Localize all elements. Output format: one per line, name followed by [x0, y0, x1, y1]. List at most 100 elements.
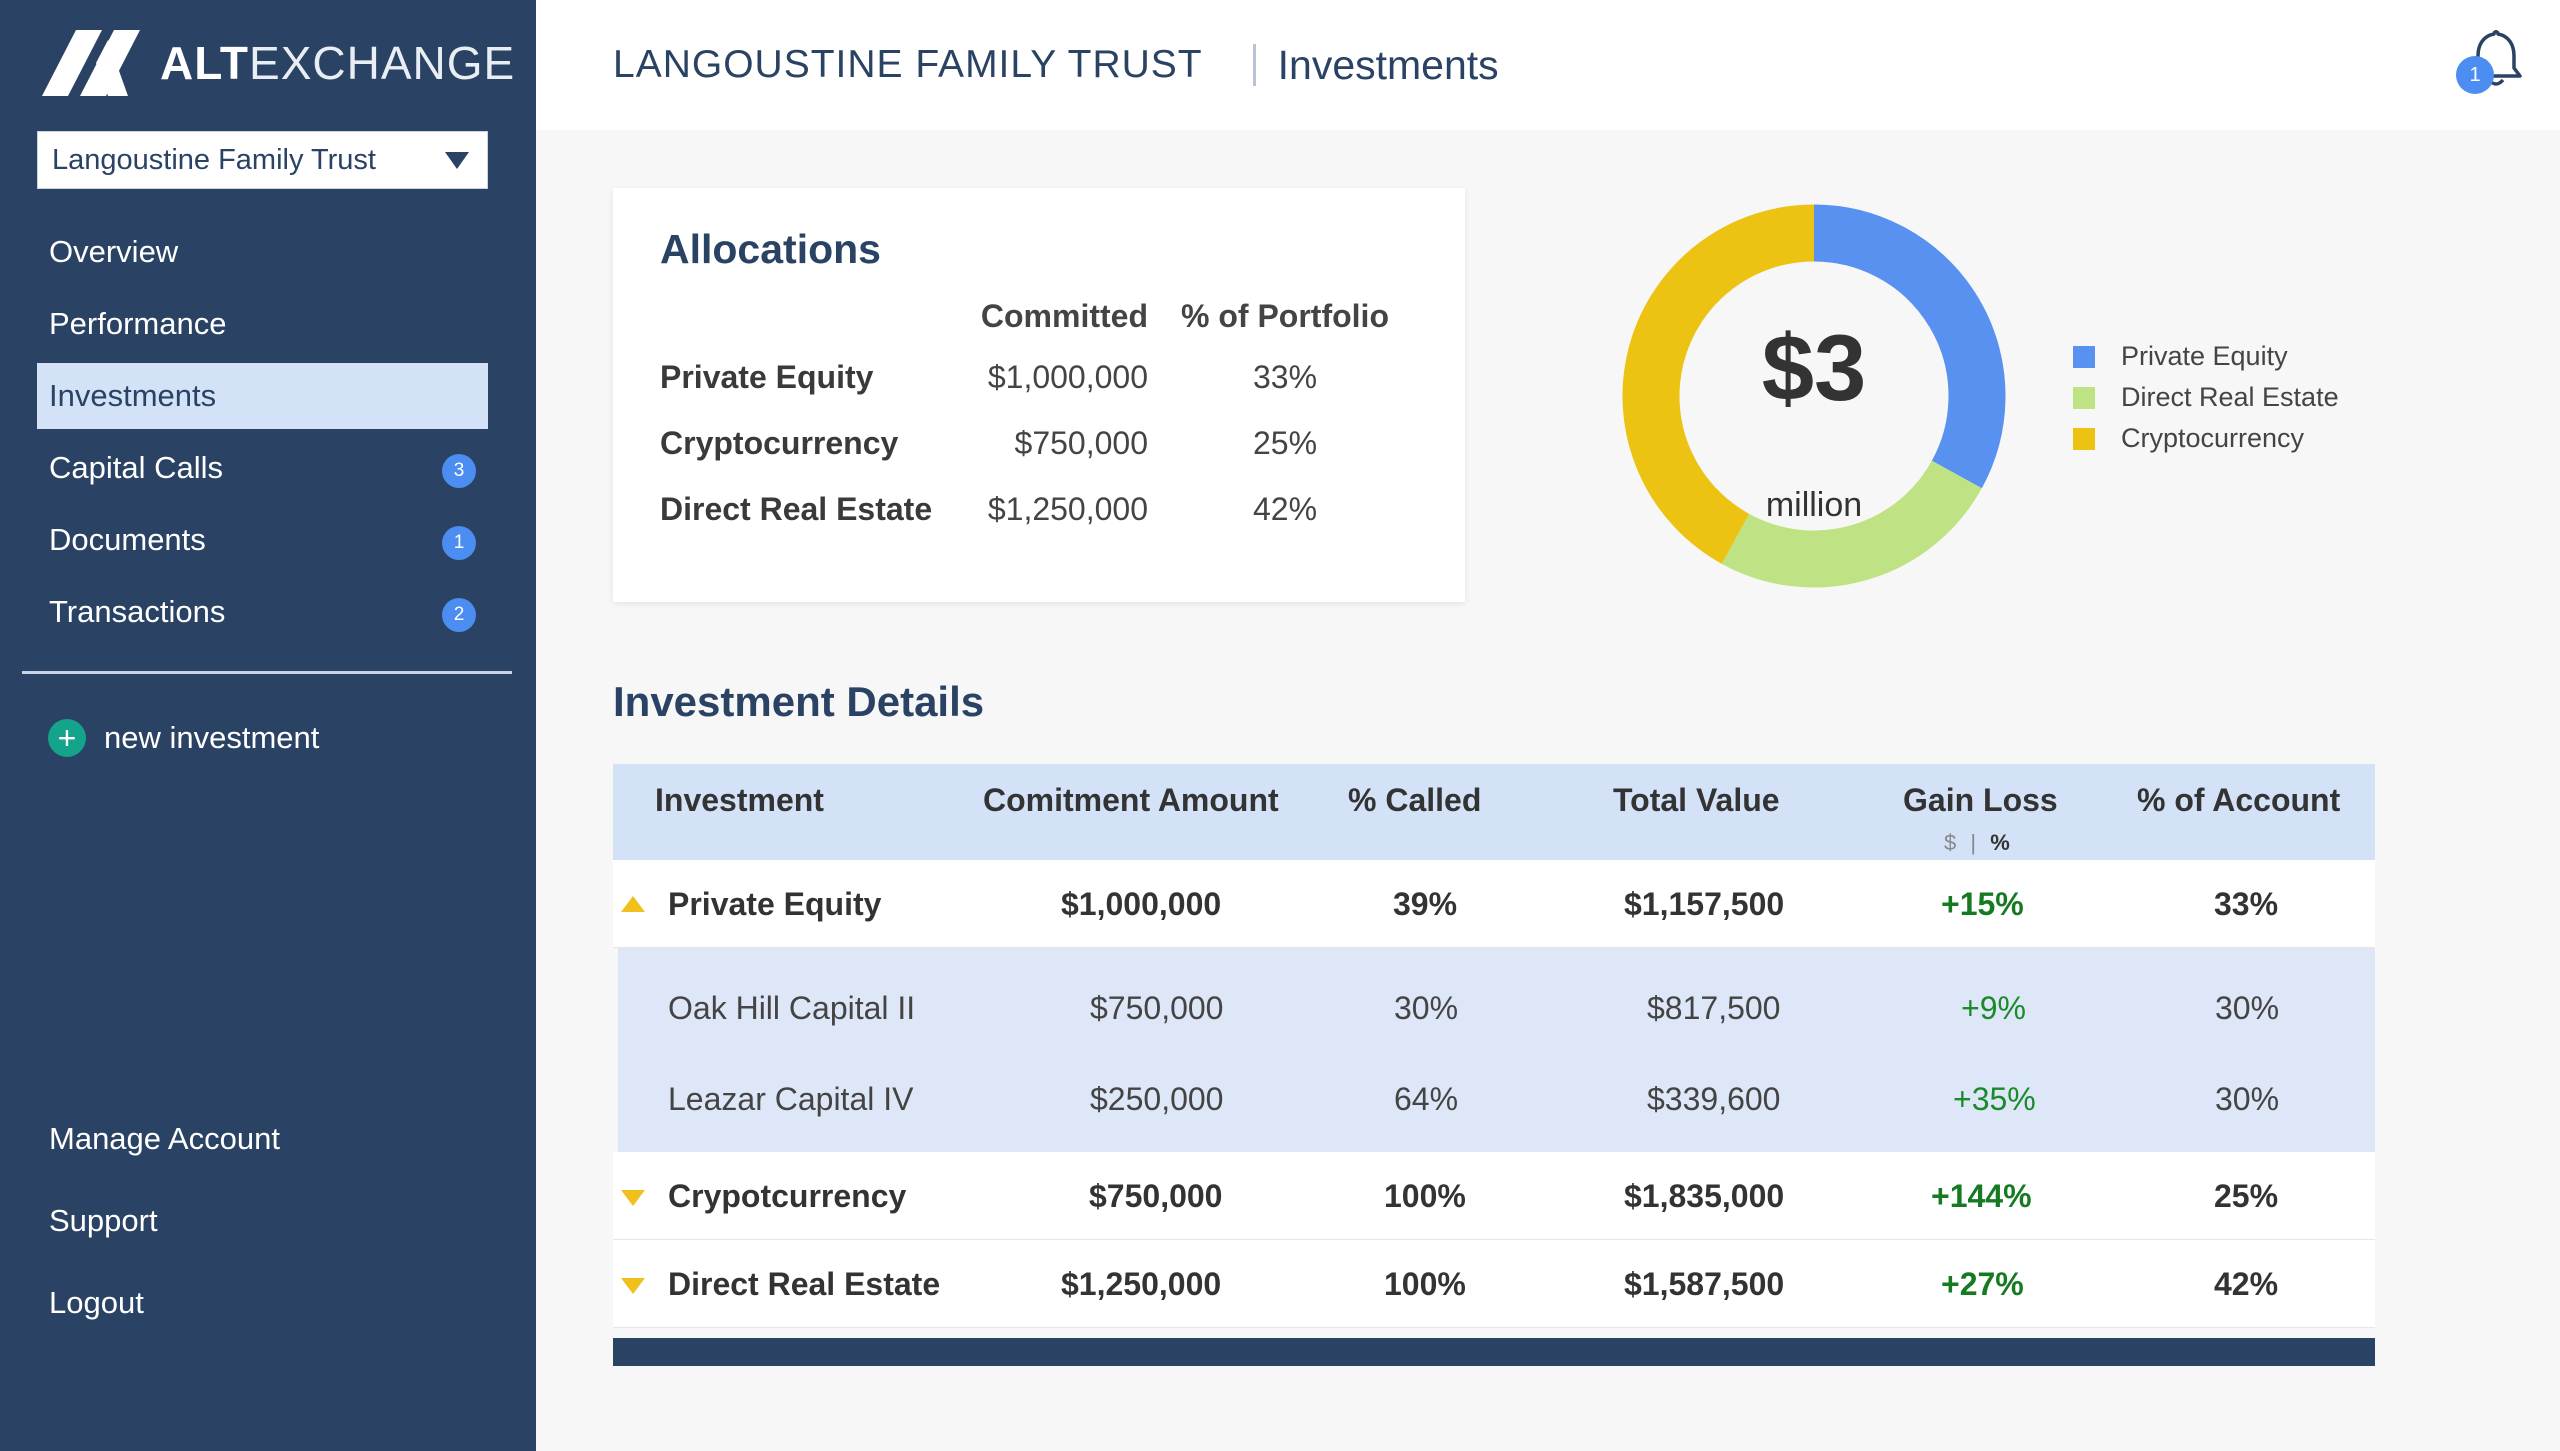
group-commitment: $1,000,000 — [1061, 886, 1222, 922]
legend-label: Cryptocurrency — [2121, 423, 2305, 453]
legend-swatch — [2073, 386, 2095, 409]
investment-details-table: Investment Comitment Amount % Called Tot… — [613, 764, 2375, 1366]
sidebar-item-investments[interactable]: Investments — [37, 363, 488, 429]
group-total: $1,835,000 — [1624, 1178, 1785, 1214]
trust-name: LANGOUSTINE FAMILY TRUST — [613, 43, 1203, 86]
donut-total-value: $3 — [1761, 315, 1867, 420]
expand-triangle-icon[interactable] — [621, 1190, 645, 1206]
subrows-private-equity: Oak Hill Capital II $750,000 30% $817,50… — [618, 948, 2375, 1152]
investment-gain: +9% — [1961, 990, 2026, 1026]
allocations-row: Cryptocurrency $750,000 25% — [660, 410, 1412, 476]
donut-segment-direct-real-estate[interactable] — [1721, 460, 1982, 588]
sidebar-item-overview[interactable]: Overview — [37, 219, 488, 285]
new-investment-button[interactable]: + new investment — [48, 718, 319, 758]
allocation-category: Private Equity — [660, 358, 874, 395]
support-link[interactable]: Support — [49, 1203, 158, 1238]
group-name: Direct Real Estate — [668, 1266, 941, 1302]
table-row-group[interactable]: Direct Real Estate $1,250,000 100% $1,58… — [613, 1240, 2375, 1328]
col-header-account[interactable]: % of Account — [2137, 782, 2341, 818]
chevron-down-icon — [445, 152, 469, 169]
col-header-total-value[interactable]: Total Value — [1613, 782, 1780, 818]
group-called: 100% — [1384, 1266, 1466, 1302]
header-divider — [1252, 44, 1256, 86]
notification-badge: 1 — [2456, 56, 2494, 94]
logo-text: ALTEXCHANGE — [160, 37, 516, 89]
allocation-portfolio: 33% — [1252, 358, 1318, 395]
account-select[interactable]: Langoustine Family Trust — [37, 131, 488, 189]
page-title: Investments — [1277, 41, 1499, 88]
investment-total: $817,500 — [1647, 990, 1781, 1026]
gain-toggle-percent[interactable]: % — [1990, 830, 2010, 855]
col-header-called[interactable]: % Called — [1348, 782, 1482, 818]
allocations-header-blank — [660, 288, 960, 344]
table-row[interactable]: Leazar Capital IV $250,000 64% $339,600 … — [618, 1051, 2375, 1142]
legend-swatch — [2073, 427, 2095, 450]
group-gain: +144% — [1931, 1178, 2032, 1214]
sidebar-item-label: Performance — [49, 306, 227, 341]
investment-total: $339,600 — [1647, 1081, 1781, 1117]
sidebar-item-label: Documents — [49, 522, 206, 557]
group-gain: +15% — [1941, 886, 2024, 922]
group-called: 100% — [1384, 1178, 1466, 1214]
investment-called: 64% — [1394, 1081, 1459, 1117]
table-row[interactable]: Oak Hill Capital II $750,000 30% $817,50… — [618, 960, 2375, 1051]
logout-link[interactable]: Logout — [49, 1285, 144, 1320]
donut-segment-private-equity[interactable] — [1813, 204, 2006, 489]
allocations-card: Allocations Committed % of Portfolio Pri… — [613, 188, 1465, 602]
investment-name: Oak Hill Capital II — [668, 990, 916, 1026]
allocations-row: Private Equity $1,000,000 33% — [660, 344, 1412, 410]
allocations-title: Allocations — [660, 226, 881, 272]
legend-label: Direct Real Estate — [2121, 382, 2339, 412]
sidebar-item-transactions[interactable]: Transactions 2 — [37, 579, 488, 645]
table-row-group[interactable]: Private Equity $1,000,000 39% $1,157,500… — [613, 860, 2375, 948]
sidebar-item-performance[interactable]: Performance — [37, 291, 488, 357]
group-name: Private Equity — [668, 886, 882, 922]
donut-legend: Private Equity Direct Real Estate Crypto… — [2073, 336, 2339, 459]
allocation-donut-chart: $3 million — [1614, 196, 2014, 596]
col-header-commitment[interactable]: Comitment Amount — [983, 782, 1279, 818]
gain-toggle-dollar[interactable]: $ — [1944, 830, 1957, 855]
donut-svg — [1622, 204, 2006, 588]
group-commitment: $1,250,000 — [1061, 1266, 1222, 1302]
altexchange-logo[interactable]: ALTEXCHANGE — [42, 30, 515, 96]
sidebar: ALTEXCHANGE Langoustine Family Trust Ove… — [0, 0, 536, 1451]
allocation-category: Direct Real Estate — [660, 490, 933, 527]
investment-commitment: $750,000 — [1090, 990, 1224, 1026]
legend-label: Private Equity — [2121, 341, 2288, 371]
sidebar-nav: Overview Performance Investments Capital… — [37, 219, 488, 651]
group-name: Crypotcurrency — [668, 1178, 907, 1214]
manage-account-link[interactable]: Manage Account — [49, 1121, 280, 1156]
sidebar-divider — [22, 671, 512, 674]
expand-triangle-icon[interactable] — [621, 1278, 645, 1294]
allocation-category: Cryptocurrency — [660, 424, 899, 461]
sidebar-bottom-nav: Manage Account Support Logout — [49, 1098, 280, 1344]
col-header-investment[interactable]: Investment — [655, 782, 824, 818]
sidebar-item-capital-calls[interactable]: Capital Calls 3 — [37, 435, 488, 501]
count-badge: 2 — [442, 598, 476, 632]
group-commitment: $750,000 — [1089, 1178, 1223, 1214]
new-investment-label: new investment — [104, 720, 320, 755]
allocations-table: Committed % of Portfolio Private Equity … — [660, 288, 1412, 542]
investment-name: Leazar Capital IV — [668, 1081, 914, 1117]
legend-item: Cryptocurrency — [2073, 418, 2339, 459]
legend-item: Private Equity — [2073, 336, 2339, 377]
sidebar-item-label: Capital Calls — [49, 450, 224, 485]
allocations-header-committed: Committed — [980, 297, 1148, 334]
group-account: 33% — [2214, 886, 2279, 922]
sidebar-item-documents[interactable]: Documents 1 — [37, 507, 488, 573]
notifications-button[interactable]: 1 — [2456, 26, 2526, 96]
group-gain: +27% — [1941, 1266, 2024, 1302]
group-account: 25% — [2214, 1178, 2279, 1214]
allocation-portfolio: 42% — [1252, 490, 1318, 527]
donut-segment-cryptocurrency[interactable] — [1622, 204, 1815, 564]
collapse-triangle-icon[interactable] — [621, 896, 645, 912]
allocations-row: Direct Real Estate $1,250,000 42% — [660, 476, 1412, 542]
legend-swatch — [2073, 345, 2095, 368]
plus-circle-icon: + — [48, 719, 86, 757]
allocation-committed: $750,000 — [1014, 424, 1148, 461]
table-row-group[interactable]: Crypotcurrency $750,000 100% $1,835,000 … — [613, 1152, 2375, 1240]
gain-loss-toggle[interactable]: $ | % — [1944, 830, 2010, 856]
col-header-gain-loss[interactable]: Gain Loss — [1903, 782, 2058, 818]
allocations-header-portfolio: % of Portfolio — [1181, 297, 1389, 334]
